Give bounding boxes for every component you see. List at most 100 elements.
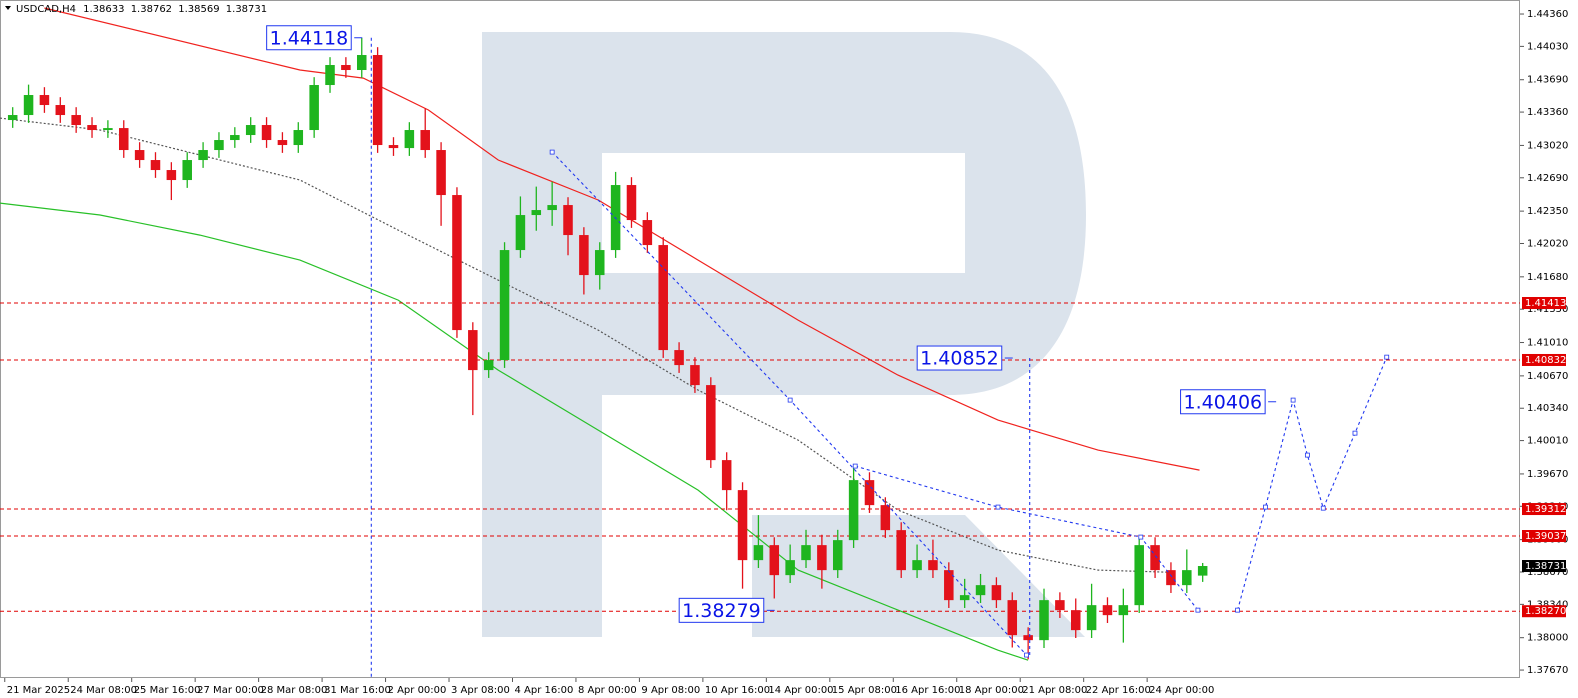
candle-body	[817, 545, 827, 571]
level-tag	[1522, 605, 1566, 618]
x-tick-label: 3 Apr 08:00	[451, 685, 510, 696]
candle-body	[959, 595, 970, 601]
candle-body	[150, 160, 161, 171]
candle-body	[1150, 545, 1160, 571]
candle-body	[626, 185, 637, 221]
forecast-point	[1384, 354, 1390, 360]
y-tick-label: 1.40340	[1527, 403, 1568, 414]
header-high: 1.38762	[131, 4, 172, 15]
y-tick-label: 1.39670	[1527, 469, 1568, 480]
x-tick-label: 18 Apr 00:00	[959, 685, 1024, 696]
annotation-label: 1.38279	[682, 600, 761, 622]
x-tick-label: 2 Apr 00:00	[388, 685, 447, 696]
forecast-path	[855, 465, 1199, 611]
candle-body	[944, 570, 954, 601]
candle-body	[404, 130, 415, 149]
y-tick-label: 1.41010	[1527, 338, 1568, 349]
annotation-box	[916, 345, 1003, 371]
candle-body	[864, 480, 875, 506]
y-tick-label: 1.42020	[1527, 238, 1568, 249]
candle-body	[388, 145, 399, 149]
y-tick-label: 1.44360	[1527, 9, 1568, 20]
y-tick-label: 1.42690	[1527, 173, 1568, 184]
y-tick-label: 1.40010	[1527, 436, 1568, 447]
candle-body	[420, 130, 430, 151]
candle-body	[1166, 570, 1176, 586]
level-tag-label: 1.38270	[1525, 606, 1566, 617]
y-tick-label: 1.38340	[1527, 599, 1568, 610]
candle-body	[785, 560, 795, 576]
candle-body	[325, 65, 335, 86]
candle-body	[594, 250, 605, 276]
candle-body	[832, 540, 843, 571]
candle-body	[166, 170, 177, 181]
header-open: 1.38633	[83, 4, 124, 15]
chart-header: USDCAD,H4 1.38633 1.38762 1.38569 1.3873…	[16, 4, 267, 15]
candle-body	[309, 85, 319, 131]
candle-body	[642, 220, 653, 246]
candle-body	[1118, 605, 1129, 616]
y-tick-label: 1.43690	[1527, 75, 1568, 86]
candle-body	[769, 545, 780, 576]
forecast-point	[1024, 652, 1029, 658]
level-tag	[1522, 297, 1566, 310]
candle-body	[483, 360, 494, 371]
x-tick-label: 28 Mar 08:00	[261, 685, 328, 696]
plot-frame	[0, 0, 1520, 678]
candle-body	[721, 460, 732, 491]
y-tick-label: 1.42350	[1527, 206, 1568, 217]
candle-body	[341, 65, 351, 71]
candle-body	[690, 365, 700, 386]
forecast-point	[1320, 505, 1326, 511]
header-close: 1.38731	[226, 4, 267, 15]
x-tick-label: 21 Mar 2025	[7, 685, 70, 696]
y-tick-label: 1.43360	[1527, 107, 1568, 118]
candle-body	[1039, 600, 1049, 641]
candle-body	[1023, 635, 1033, 641]
candle-body	[198, 150, 208, 161]
candle-body	[7, 115, 18, 121]
x-tick-label: 25 Mar 16:00	[134, 685, 201, 696]
forecast-point	[787, 397, 793, 403]
forecast-point	[1235, 607, 1240, 613]
candle-body	[579, 235, 589, 276]
candle-body	[468, 330, 478, 371]
candle-body	[1055, 600, 1065, 611]
y-tick-label: 1.43020	[1527, 140, 1568, 151]
watermark	[482, 32, 1086, 637]
candle-body	[182, 160, 192, 181]
candle-body	[880, 505, 891, 531]
forecast-point	[549, 149, 555, 155]
symbol: USDCAD,H4	[16, 4, 76, 15]
x-tick-label: 22 Apr 16:00	[1086, 685, 1151, 696]
x-tick-label: 4 Apr 16:00	[514, 685, 573, 696]
menu-arrow[interactable]	[5, 6, 11, 10]
level-tag	[1522, 503, 1566, 516]
header-low: 1.38569	[178, 4, 219, 15]
level-tag	[1522, 530, 1566, 543]
y-tick-label: 1.41680	[1527, 272, 1568, 283]
candle-body	[436, 150, 446, 196]
level-tag-label: 1.40832	[1525, 355, 1566, 366]
watermark-bowl	[482, 32, 1086, 637]
forecast-point	[1138, 534, 1144, 540]
x-tick-label: 16 Apr 16:00	[895, 685, 960, 696]
candle-body	[737, 490, 748, 561]
level-tag-label: 1.39037	[1525, 531, 1566, 542]
candle-body	[452, 195, 462, 331]
candle-body	[261, 125, 272, 141]
moving-average	[0, 117, 1168, 573]
x-tick-label: 21 Apr 08:00	[1022, 685, 1087, 696]
forecast-point	[1290, 397, 1296, 403]
candle-body	[372, 55, 383, 146]
candle-body	[515, 215, 526, 251]
x-tick-label: 14 Apr 00:00	[768, 685, 833, 696]
level-tag	[1522, 353, 1566, 366]
candle-body	[753, 545, 764, 561]
candle-body	[658, 245, 668, 351]
y-tick-label: 1.40670	[1527, 371, 1568, 382]
candle-body	[103, 128, 113, 131]
candle-body	[1070, 610, 1081, 631]
forecast-point	[1352, 430, 1358, 436]
